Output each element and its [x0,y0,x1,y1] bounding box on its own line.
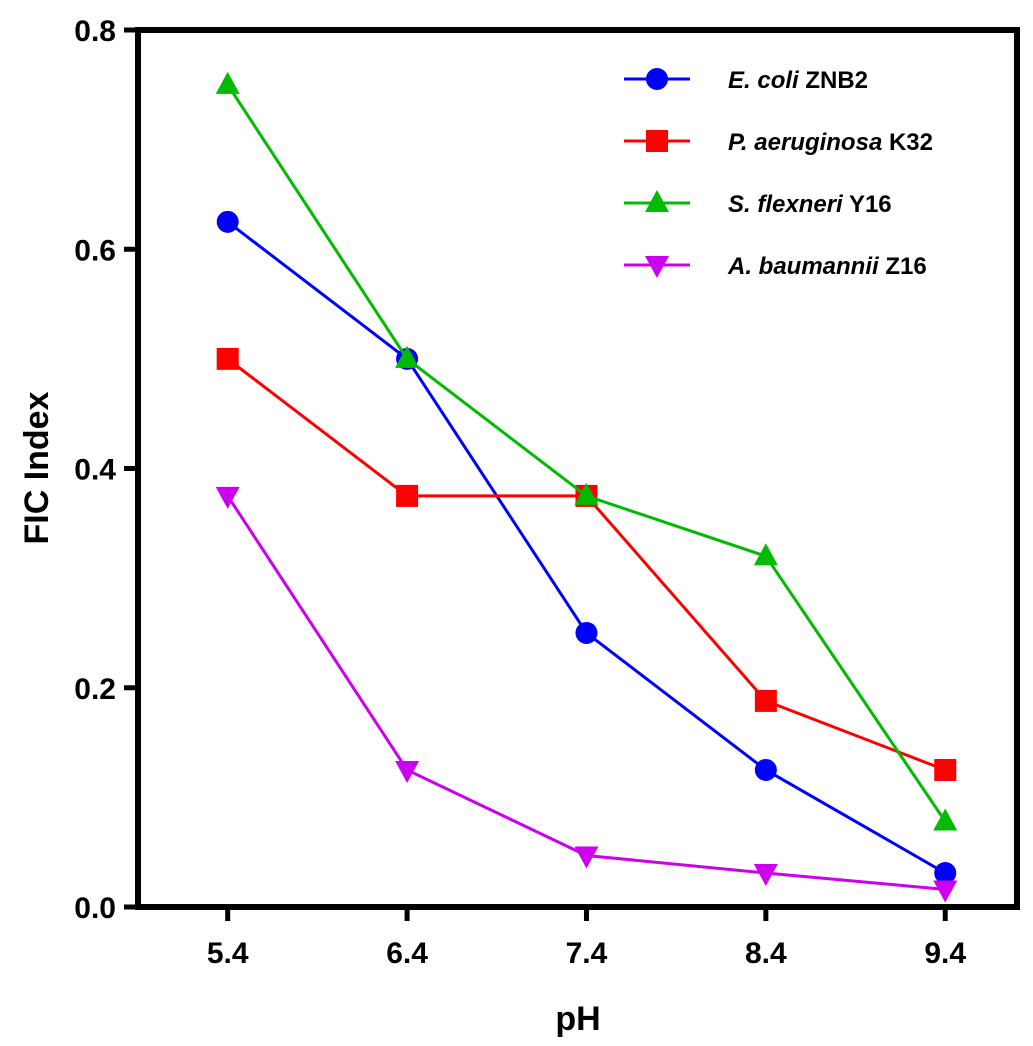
x-tick-label: 8.4 [745,937,787,970]
data-point-e-coli-znb2-0 [216,210,239,233]
data-point-p-aeruginosa-k32-1 [396,484,419,507]
legend-label-a-baumannii-z16: A. baumannii Z16 [727,253,927,280]
series-line-a-baumannii-z16 [226,495,946,891]
y-axis-title: FIC Index [18,391,56,544]
y-tick-label: 0.0 [74,892,116,925]
y-tick-label: 0.4 [74,454,116,487]
data-point-s-flexneri-y16-3 [753,543,778,566]
data-point-p-aeruginosa-k32-3 [754,689,777,712]
legend-label-s-flexneri-y16: S. flexneri Y16 [728,191,892,218]
series-line-e-coli-znb2 [226,220,946,875]
legend-marker-a-baumannii-z16 [645,256,669,278]
data-point-s-flexneri-y16-2 [574,482,599,505]
y-tick-label: 0.8 [74,15,116,48]
data-point-a-baumannii-z16-2 [574,846,599,869]
legend-label-e-coli-znb2: E. coli ZNB2 [728,67,868,94]
legend-label-p-aeruginosa-k32: P. aeruginosa K32 [728,129,933,156]
legend-marker-s-flexneri-y16 [645,190,669,212]
series-line-p-aeruginosa-k32 [226,357,946,772]
x-tick-label: 7.4 [566,937,608,970]
x-axis-title: pH [555,1000,600,1038]
data-point-a-baumannii-z16-3 [753,864,778,887]
data-point-e-coli-znb2-3 [754,758,777,781]
data-point-a-baumannii-z16-1 [395,760,420,783]
legend-marker-e-coli-znb2 [646,68,668,90]
data-point-s-flexneri-y16-1 [395,345,420,368]
data-point-e-coli-znb2-4 [934,862,957,885]
x-tick-label: 5.4 [207,937,249,970]
data-point-a-baumannii-z16-4 [933,880,958,903]
legend: E. coli ZNB2 P. aeruginosa K32 S. flexneri… [624,67,933,280]
data-point-s-flexneri-y16-0 [215,71,240,94]
axis-ticks: 0.0 0.2 0.4 0.6 0.8 5.4 6.4 7.4 8.4 9.4 [74,15,966,970]
data-point-p-aeruginosa-k32-0 [216,347,239,370]
plot-frame [135,27,1020,910]
data-marks [215,71,958,903]
data-point-s-flexneri-y16-4 [933,808,958,831]
data-point-e-coli-znb2-2 [575,621,598,644]
x-tick-label: 6.4 [386,937,428,970]
x-tick-label: 9.4 [924,937,966,970]
y-tick-label: 0.2 [74,673,116,706]
y-tick-label: 0.6 [74,234,116,267]
data-point-p-aeruginosa-k32-4 [934,758,957,781]
data-point-a-baumannii-z16-0 [215,486,240,509]
legend-marker-p-aeruginosa-k32 [646,130,668,152]
